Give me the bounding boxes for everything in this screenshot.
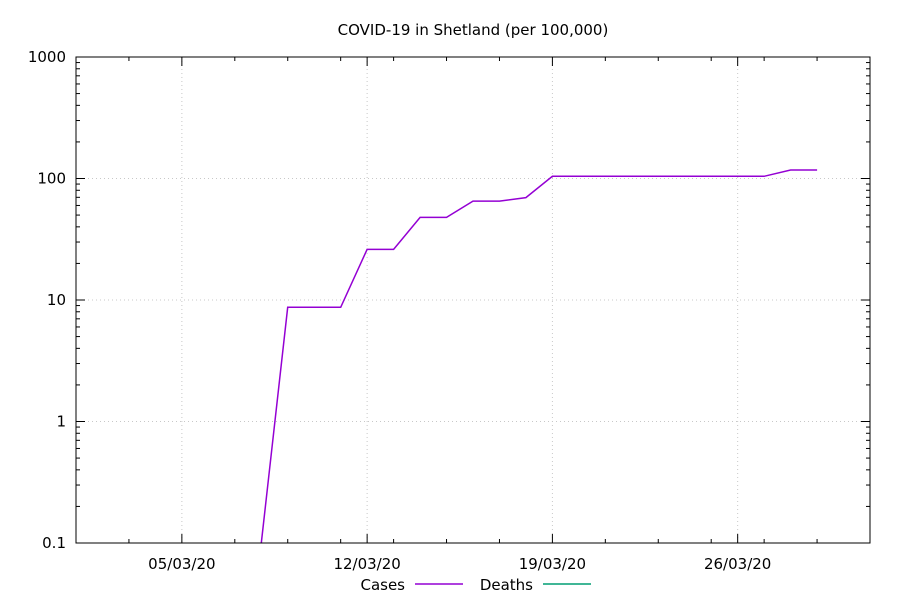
chart-title: COVID-19 in Shetland (per 100,000) xyxy=(338,21,609,39)
y-tick-label: 0.1 xyxy=(42,534,66,552)
legend-label-cases: Cases xyxy=(360,576,405,594)
x-tick-label: 05/03/20 xyxy=(148,555,215,573)
series-line-cases xyxy=(260,169,818,544)
legend-label-deaths: Deaths xyxy=(480,576,533,594)
y-tick-label: 100 xyxy=(37,170,66,188)
legend: Cases Deaths xyxy=(360,576,591,594)
y-tick-labels: 0.1 1 10 100 1000 xyxy=(28,48,66,552)
y-tick-label: 1 xyxy=(56,413,66,431)
series-layer xyxy=(260,169,818,544)
grid xyxy=(76,57,870,543)
x-tick-label: 12/03/20 xyxy=(333,555,400,573)
x-tick-label: 19/03/20 xyxy=(519,555,586,573)
x-tick-label: 26/03/20 xyxy=(704,555,771,573)
y-tick-label: 1000 xyxy=(28,48,66,66)
ticks xyxy=(76,56,870,544)
x-tick-labels: 05/03/20 12/03/20 19/03/20 26/03/20 xyxy=(148,555,771,573)
plot-frame xyxy=(75,56,871,544)
y-tick-label: 10 xyxy=(47,291,66,309)
